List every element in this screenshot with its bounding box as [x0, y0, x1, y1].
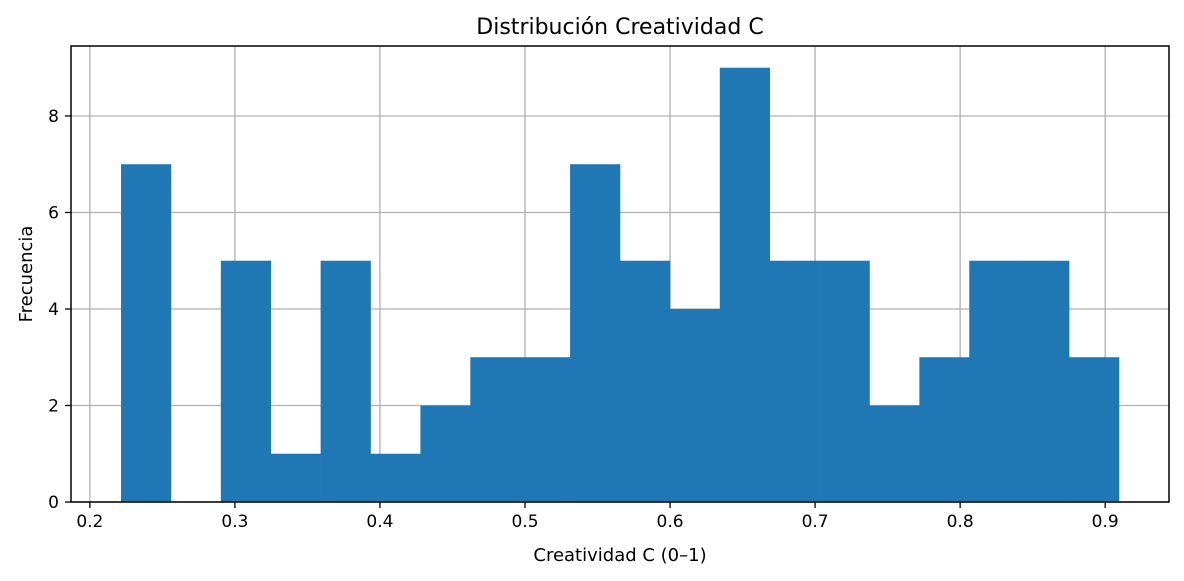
- x-tick-label: 0.9: [1092, 512, 1119, 532]
- histogram-bar: [270, 453, 321, 502]
- y-axis-ticks: 0 2 4 6 8: [48, 107, 71, 513]
- histogram-bar: [121, 164, 172, 502]
- histogram-bar: [819, 260, 870, 502]
- y-tick-label: 6: [48, 203, 59, 223]
- histogram-bar: [620, 260, 671, 502]
- x-tick-label: 0.3: [221, 512, 248, 532]
- histogram-bar: [1019, 260, 1070, 502]
- chart-title: Distribución Creatividad C: [476, 15, 763, 40]
- histogram-bar: [220, 260, 272, 502]
- x-tick-label: 0.5: [511, 512, 538, 532]
- histogram-bar: [969, 260, 1020, 502]
- histogram-bar: [769, 260, 820, 502]
- y-tick-label: 8: [48, 107, 59, 127]
- y-tick-label: 4: [48, 300, 59, 320]
- histogram-bar: [370, 453, 421, 502]
- y-tick-label: 0: [48, 493, 59, 513]
- histogram-bar: [320, 260, 371, 502]
- histogram-bar: [669, 308, 721, 502]
- histogram-bar: [520, 357, 571, 502]
- histogram-bar: [919, 357, 970, 502]
- histogram-bar: [420, 405, 471, 502]
- x-tick-label: 0.6: [657, 512, 684, 532]
- histogram-bar: [869, 405, 920, 502]
- histogram-bars: [121, 67, 1120, 502]
- x-tick-label: 0.8: [947, 512, 974, 532]
- x-tick-label: 0.4: [366, 512, 393, 532]
- histogram-bar: [570, 164, 621, 502]
- x-tick-label: 0.2: [76, 512, 103, 532]
- histogram-bar: [470, 357, 521, 502]
- x-axis-ticks: 0.2 0.3 0.4 0.5 0.6 0.7 0.8 0.9: [76, 502, 1119, 532]
- x-axis-label: Creatividad C (0–1): [533, 545, 706, 566]
- histogram-bar: [1069, 357, 1120, 502]
- plot-frame: [70, 45, 1170, 503]
- x-tick-label: 0.7: [802, 512, 829, 532]
- y-tick-label: 2: [48, 396, 59, 416]
- histogram-bar: [719, 67, 770, 502]
- y-axis-label: Frecuencia: [16, 226, 37, 323]
